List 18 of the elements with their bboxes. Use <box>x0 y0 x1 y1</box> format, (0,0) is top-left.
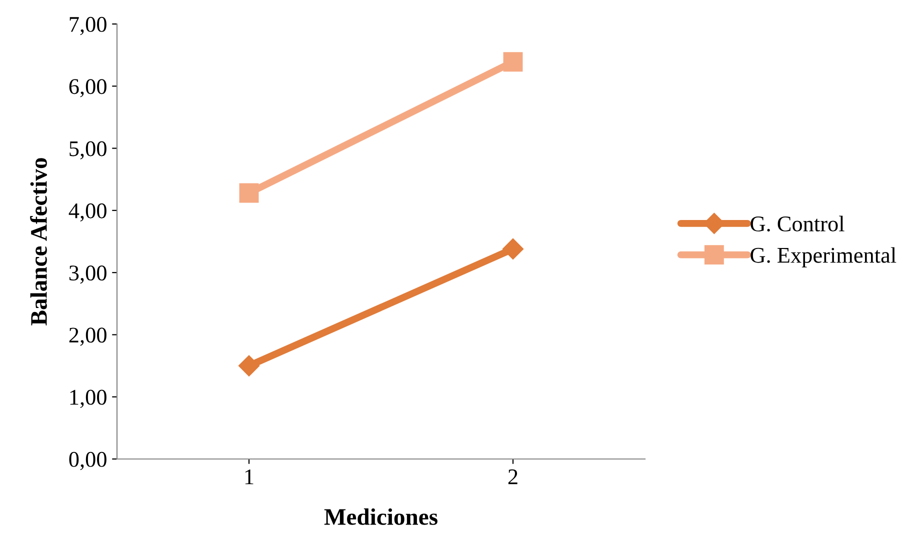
x-tick-label: 1 <box>245 469 254 484</box>
point <box>239 183 259 203</box>
y-tick-label: 6,00 <box>69 79 106 98</box>
y-axis-title: Balance Afectivo <box>30 158 47 326</box>
y-tick-label: 3,00 <box>69 266 106 284</box>
point <box>503 52 523 72</box>
point <box>238 355 260 376</box>
y-tick-label: 2,00 <box>69 328 106 346</box>
x-axis-title: Mediciones <box>324 508 438 525</box>
legend-label: G. Control <box>750 216 844 232</box>
y-tick-label: 1,00 <box>70 390 106 408</box>
y-tick-label: 5,00 <box>70 141 106 160</box>
legend-label: G. Experimental <box>750 247 896 268</box>
y-tick-label: 0,00 <box>69 452 106 470</box>
point <box>502 238 524 260</box>
y-tick-label: 4,00 <box>68 203 106 222</box>
y-tick-label: 7,00 <box>70 16 106 36</box>
x-tick-label: 2 <box>508 469 518 484</box>
